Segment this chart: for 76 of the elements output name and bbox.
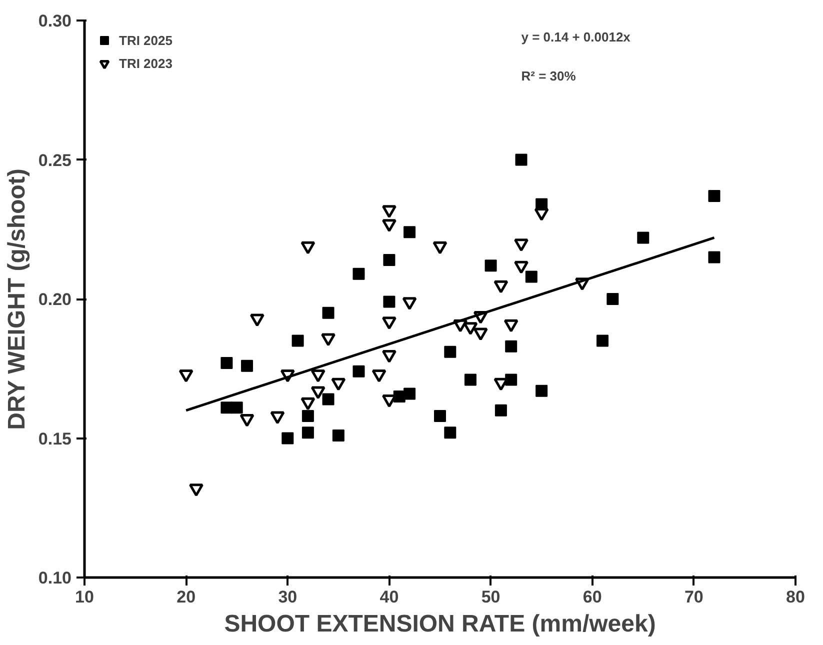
y-tick-label: 0.15	[38, 429, 72, 448]
point	[382, 350, 396, 363]
point	[372, 369, 386, 382]
point	[383, 254, 396, 266]
point	[352, 268, 365, 280]
point	[444, 346, 456, 358]
annotation: R² = 30%	[521, 68, 576, 84]
x-tick-label: 60	[582, 588, 602, 606]
point	[332, 429, 344, 442]
point	[536, 384, 548, 397]
annotation: y = 0.14 + 0.0012x	[521, 30, 632, 45]
point	[382, 205, 396, 218]
y-tick-label: 0.10	[38, 568, 72, 588]
x-tick-label: 10	[75, 588, 94, 606]
point	[494, 404, 507, 416]
point	[404, 226, 416, 238]
point	[473, 328, 488, 341]
point	[514, 260, 529, 274]
point	[310, 369, 326, 382]
point	[432, 241, 448, 254]
point	[463, 322, 478, 336]
point	[322, 306, 334, 319]
point	[515, 154, 528, 166]
point	[606, 293, 619, 305]
point	[382, 316, 396, 330]
point	[382, 219, 396, 232]
point	[220, 357, 233, 370]
point	[434, 410, 446, 422]
point	[310, 386, 326, 400]
point	[282, 432, 294, 444]
point	[188, 484, 204, 497]
point	[484, 260, 497, 272]
y-tick-label: 0.30	[38, 12, 72, 30]
x-tick-label: 70	[684, 588, 704, 606]
point	[444, 426, 456, 439]
point	[596, 334, 609, 347]
point	[270, 411, 285, 424]
x-tick-label: 40	[380, 588, 399, 606]
point	[302, 410, 314, 422]
point	[321, 333, 336, 346]
point	[708, 251, 720, 264]
point	[402, 297, 417, 310]
x-tick-label: 80	[786, 588, 805, 606]
point	[292, 334, 304, 347]
y-tick-label: 0.20	[38, 290, 72, 309]
point	[178, 369, 194, 382]
point	[230, 402, 243, 414]
point	[708, 190, 720, 202]
x-axis-title: SHOOT EXTENSION RATE (mm/week)	[224, 610, 656, 638]
point	[504, 319, 518, 332]
point	[505, 374, 518, 386]
point	[331, 378, 346, 391]
point	[302, 426, 314, 439]
point	[240, 414, 254, 427]
point	[352, 365, 365, 378]
x-tick-label: 30	[278, 588, 298, 606]
point	[514, 238, 529, 252]
point	[241, 360, 254, 372]
point	[494, 280, 508, 294]
x-tick-label: 50	[481, 588, 500, 606]
point	[250, 314, 264, 327]
point	[322, 393, 334, 406]
legend-label: TRI 2025	[119, 32, 172, 48]
point	[300, 241, 316, 254]
point	[464, 374, 476, 386]
point	[505, 340, 518, 352]
point	[637, 232, 650, 244]
point	[300, 397, 316, 410]
legend-label: TRI 2023	[119, 56, 172, 70]
x-tick-label: 20	[176, 588, 196, 606]
y-tick-label: 0.25	[38, 150, 72, 170]
y-axis-title: DRY WEIGHT (g/shoot)	[3, 168, 30, 430]
point	[534, 208, 549, 221]
point	[404, 388, 416, 400]
point	[383, 296, 396, 308]
point	[525, 270, 538, 283]
